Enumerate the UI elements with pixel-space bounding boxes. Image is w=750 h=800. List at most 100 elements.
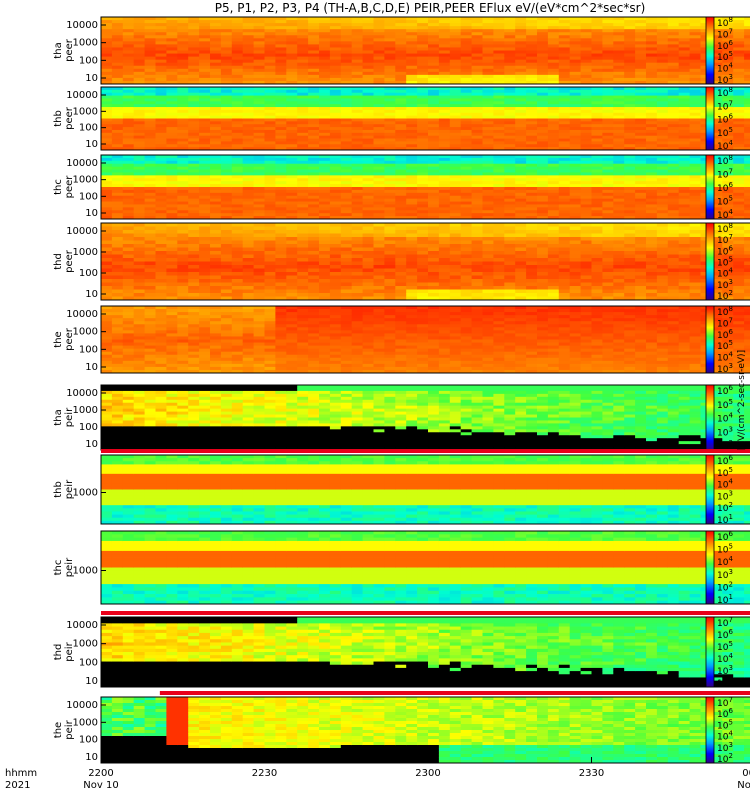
- spectrogram-cell: [384, 181, 396, 185]
- spectrogram-cell: [667, 181, 680, 185]
- spectrogram-cell: [493, 265, 505, 269]
- spectrogram-cell: [308, 53, 320, 57]
- spectrogram-cell: [297, 92, 309, 96]
- spectrogram-cell: [602, 35, 614, 39]
- spectrogram-cell: [602, 129, 614, 134]
- spectrogram-cell: [199, 127, 211, 131]
- spectrogram-cell: [428, 181, 440, 185]
- spectrogram-cell: [569, 112, 581, 117]
- spectrogram-cell: [449, 147, 462, 151]
- spectrogram-cell: [275, 192, 287, 197]
- spectrogram-cell: [122, 258, 135, 262]
- spectrogram-cell: [351, 178, 363, 182]
- spectrogram-cell: [624, 65, 636, 70]
- spectrogram-cell: [395, 107, 407, 111]
- spectrogram-cell: [275, 169, 287, 173]
- spectrogram-cell: [101, 132, 113, 137]
- spectrogram-cell: [547, 289, 560, 294]
- spectrogram-cell: [482, 115, 494, 119]
- spectrogram-cell: [733, 118, 745, 122]
- spectrogram-cell: [101, 35, 113, 39]
- spectrogram-cell: [111, 141, 124, 145]
- spectrogram-cell: [199, 230, 211, 234]
- spectrogram-cell: [351, 101, 363, 105]
- spectrogram-cell: [275, 23, 287, 27]
- spectrogram-cell: [351, 192, 363, 197]
- spectrogram-cell: [569, 109, 581, 114]
- spectrogram-cell: [504, 254, 516, 259]
- spectrogram-cell: [471, 115, 483, 119]
- spectrogram-cell: [580, 210, 592, 214]
- spectrogram-cell: [537, 135, 549, 139]
- spectrogram-cell: [449, 92, 462, 96]
- spectrogram-cell: [547, 181, 560, 185]
- spectrogram-cell: [591, 92, 603, 96]
- spectrogram-cell: [678, 155, 690, 159]
- spectrogram-cell: [373, 47, 385, 51]
- spectrogram-cell: [101, 38, 113, 42]
- spectrogram-cell: [547, 157, 560, 162]
- spectrogram-cell: [602, 144, 614, 148]
- spectrogram-cell: [362, 147, 374, 151]
- spectrogram-cell: [253, 121, 265, 125]
- spectrogram-cell: [395, 275, 407, 280]
- spectrogram-cell: [133, 160, 145, 165]
- spectrogram-cell: [646, 169, 658, 173]
- spectrogram-cell: [417, 166, 429, 170]
- spectrogram-cell: [689, 115, 701, 119]
- spectrogram-cell: [504, 166, 516, 170]
- spectrogram-cell: [602, 56, 614, 61]
- spectrogram-cell: [428, 62, 440, 67]
- spectrogram-cell: [417, 233, 429, 238]
- spectrogram-cell: [101, 207, 113, 211]
- spectrogram-cell: [297, 115, 309, 119]
- spectrogram-cell: [275, 166, 287, 170]
- spectrogram-cell: [624, 121, 636, 125]
- spectrogram-cell: [275, 95, 287, 99]
- spectrogram-cell: [460, 138, 472, 142]
- spectrogram-cell: [351, 184, 363, 188]
- spectrogram-cell: [384, 124, 396, 128]
- spectrogram-cell: [460, 74, 472, 79]
- spectrogram-cell: [253, 56, 265, 61]
- spectrogram-cell: [438, 109, 451, 114]
- spectrogram-cell: [155, 184, 167, 188]
- spectrogram-cell: [231, 62, 244, 67]
- spectrogram-cell: [210, 293, 222, 297]
- spectrogram-cell: [558, 38, 571, 42]
- spectrogram-cell: [558, 59, 571, 64]
- spectrogram-cell: [678, 189, 690, 194]
- spectrogram-cell: [111, 62, 124, 67]
- spectrogram-cell: [515, 293, 527, 297]
- spectrogram-cell: [449, 201, 462, 205]
- spectrogram-cell: [569, 157, 581, 162]
- spectrogram-cell: [231, 29, 244, 33]
- spectrogram-cell: [188, 251, 200, 255]
- spectrogram-cell: [438, 175, 451, 179]
- spectrogram-cell: [155, 80, 167, 85]
- spectrogram-cell: [493, 129, 505, 134]
- spectrogram-cell: [504, 23, 516, 27]
- spectrogram-cell: [395, 237, 407, 241]
- spectrogram-cell: [264, 47, 276, 51]
- spectrogram-cell: [177, 213, 189, 217]
- spectrogram-cell: [111, 166, 124, 170]
- spectrogram-cell: [220, 41, 233, 45]
- spectrogram-cell: [526, 195, 538, 200]
- spectrogram-cell: [362, 41, 374, 45]
- spectrogram-cell: [526, 230, 538, 234]
- spectrogram-cell: [406, 160, 418, 165]
- spectrogram-cell: [656, 44, 669, 48]
- spectrogram-cell: [602, 155, 614, 159]
- spectrogram-cell: [264, 20, 276, 24]
- spectrogram-cell: [493, 41, 505, 45]
- spectrogram-cell: [678, 95, 690, 99]
- spectrogram-cell: [231, 207, 244, 211]
- spectrogram-cell: [580, 127, 592, 131]
- spectrogram-cell: [460, 115, 472, 119]
- spectrogram-cell: [591, 216, 603, 220]
- spectrogram-cell: [406, 92, 418, 96]
- spectrogram-cell: [319, 29, 331, 33]
- spectrogram-cell: [188, 286, 200, 290]
- y-tick-label: 1000: [73, 106, 98, 117]
